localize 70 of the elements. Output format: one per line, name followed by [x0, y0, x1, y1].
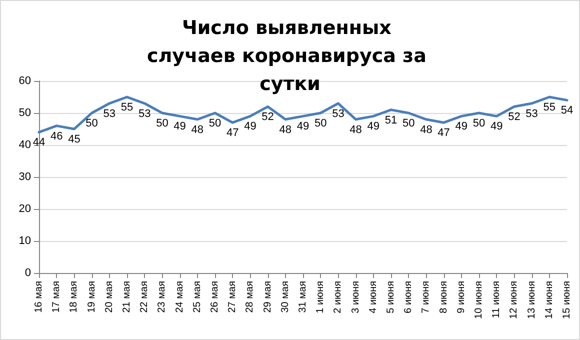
y-tick-label: 20: [18, 203, 31, 215]
x-tick-label: 29 мая: [262, 281, 274, 313]
x-tick-label: 30 мая: [280, 281, 291, 313]
data-label: 50: [208, 118, 222, 130]
y-tick-label: 50: [18, 107, 31, 119]
x-tick-label: 14 июня: [544, 281, 555, 319]
x-tick-label: 26 мая: [210, 281, 220, 313]
x-tick-label: 24 мая: [174, 281, 186, 313]
x-tick-label: 16 мая: [34, 281, 44, 313]
x-tick-label: 3 июня: [350, 281, 362, 314]
x-tick-label: 1 июня: [315, 281, 326, 314]
y-tick-label: 10: [18, 235, 31, 247]
data-label: 51: [384, 114, 398, 126]
data-label: 52: [508, 111, 520, 124]
data-label: 53: [332, 108, 344, 120]
x-tick-label: 13 июня: [526, 281, 538, 319]
data-label: 49: [455, 120, 468, 133]
x-tick-label: 21 мая: [122, 281, 132, 313]
x-tick-label: 10 июня: [474, 281, 484, 319]
y-tick-label: 30: [18, 171, 31, 183]
data-label: 49: [296, 120, 310, 133]
data-label: 49: [244, 120, 256, 133]
x-tick-label: 20 мая: [104, 281, 115, 313]
x-tick-label: 23 мая: [156, 281, 168, 313]
data-label: 44: [32, 136, 46, 149]
data-label: 55: [543, 102, 556, 114]
data-label: 48: [420, 124, 432, 136]
data-label: 49: [174, 120, 186, 133]
x-tick-label: 15 июня: [562, 281, 572, 319]
chart-title: Число выявленных случаев коронавируса за сутки: [146, 17, 434, 95]
x-tick-label: 4 июня: [368, 281, 379, 314]
data-label: 49: [367, 120, 380, 133]
data-label: 48: [191, 124, 204, 136]
data-label: 47: [226, 127, 239, 140]
x-tick-label: 27 мая: [227, 281, 238, 313]
data-label: 50: [402, 118, 415, 130]
data-label: 54: [560, 104, 574, 117]
y-tick-label: 60: [18, 75, 31, 87]
data-label: 49: [490, 120, 503, 133]
data-label: 50: [472, 118, 486, 130]
data-label: 46: [50, 130, 63, 142]
data-label: 48: [279, 124, 292, 136]
x-tick-label: 9 июня: [456, 281, 467, 314]
data-label: 53: [103, 108, 116, 120]
x-tick-label: 31 мая: [298, 281, 308, 313]
data-label: 50: [86, 118, 98, 130]
x-tick-label: 8 июня: [438, 281, 450, 314]
data-label: 45: [68, 134, 80, 146]
y-tick-label: 0: [24, 267, 31, 279]
data-label: 53: [138, 108, 151, 120]
data-label: 52: [262, 111, 274, 124]
x-tick-label: 12 июня: [508, 281, 520, 319]
data-label: 47: [438, 127, 450, 140]
x-tick-label: 25 мая: [192, 281, 203, 313]
x-tick-label: 7 июня: [420, 281, 432, 314]
x-tick-label: 22 мая: [139, 281, 150, 313]
x-tick-label: 6 июня: [403, 281, 414, 314]
x-tick-label: 5 июня: [386, 281, 396, 314]
y-tick-label: 40: [18, 139, 31, 151]
data-label: 53: [526, 108, 538, 120]
x-tick-label: 28 мая: [244, 281, 256, 313]
data-label: 50: [156, 118, 168, 130]
x-tick-label: 11 июня: [491, 281, 502, 318]
data-label: 55: [120, 102, 134, 114]
x-tick-label: 17 мая: [51, 281, 62, 313]
x-tick-label: 18 мая: [68, 281, 80, 313]
data-label: 48: [350, 124, 362, 136]
data-label: 50: [314, 118, 327, 130]
x-tick-label: 2 июня: [332, 281, 344, 314]
x-tick-label: 19 мая: [86, 281, 98, 313]
